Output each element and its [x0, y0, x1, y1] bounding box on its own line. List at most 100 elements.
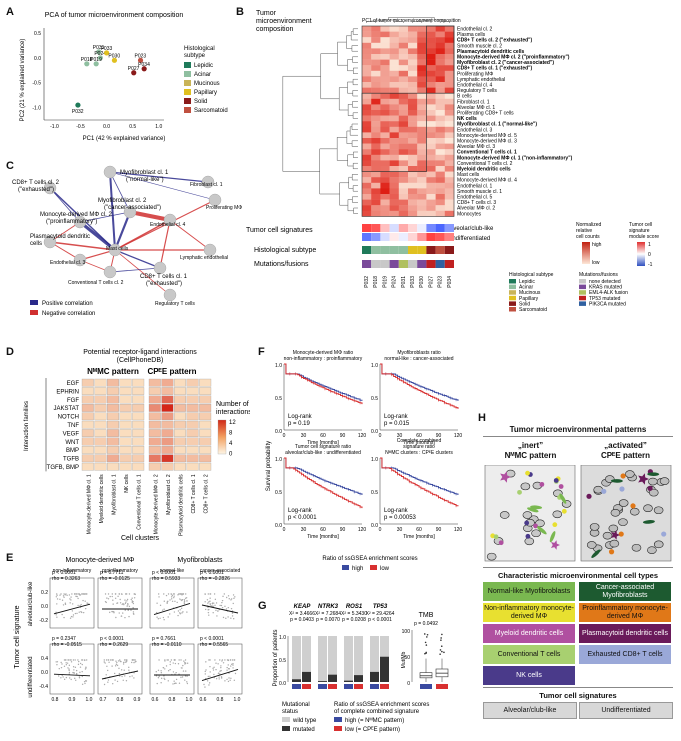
f-legend-low: low	[380, 566, 390, 572]
e-point	[220, 669, 222, 672]
e-point	[232, 664, 234, 666]
heatmap-cell	[417, 76, 427, 83]
h-immune-cell	[493, 534, 499, 540]
sig-legend-lo: -1	[648, 262, 653, 268]
network-node-label: ("cancer-associated")	[104, 205, 161, 211]
heatmap-cell	[398, 188, 409, 195]
panel-c-network: Myofibroblast cl. 1("normal-like") Fibrob…	[12, 165, 242, 317]
e-point	[214, 598, 217, 601]
h-immune-cell	[498, 540, 504, 546]
d-xlabel: Cell clusters	[121, 535, 160, 542]
e-point	[213, 673, 215, 676]
g-tmb-ytick: 0	[407, 681, 410, 687]
e-point	[165, 665, 168, 667]
e-point	[186, 675, 188, 677]
e-xtick: 0.6	[152, 697, 159, 703]
heatmap-cell	[362, 87, 372, 94]
heatmap-cell	[362, 177, 372, 183]
heatmap-cell	[380, 182, 390, 189]
heatmap-cell	[362, 121, 372, 127]
f-xtick: 30	[397, 527, 403, 533]
pca-xtick: -1.0	[50, 124, 59, 130]
d-cluster-label: CD8+ T cells cl. 2	[204, 474, 210, 513]
f-xlabel: Time [months]	[403, 534, 435, 540]
g-tmb-ytick: 100	[402, 629, 411, 635]
e-point	[225, 617, 227, 620]
heatmap-row-label: Conventional T cells cl. 2	[457, 161, 513, 167]
pca-legend-swatch	[184, 80, 191, 86]
e-point	[233, 679, 236, 681]
negative-edge	[129, 210, 171, 222]
panel-f-survival: Survival probability Monocyte-derived MΦ…	[266, 350, 462, 572]
h-inert-2: NᴹMC pattern	[504, 451, 557, 460]
d-cell	[132, 395, 145, 404]
heatmap-cell	[435, 31, 445, 38]
heatmap-cell	[371, 65, 381, 71]
g-tmb-outlier	[423, 633, 426, 635]
e-point	[215, 602, 218, 604]
f-stat-label: Log-rank	[288, 414, 313, 420]
heatmap-cell	[371, 177, 381, 183]
heatmap-cell	[417, 149, 427, 155]
d-cell	[174, 395, 186, 404]
e-point	[75, 669, 78, 672]
positive-edge	[109, 267, 161, 273]
e-point	[107, 669, 109, 672]
d-legend-tick: 8	[229, 431, 233, 437]
heatmap-cell	[362, 31, 372, 38]
d-legend-tick: 12	[229, 420, 236, 426]
heatmap-cell	[426, 54, 436, 60]
e-point	[103, 661, 105, 663]
e-point	[215, 678, 218, 680]
e-point	[209, 604, 212, 606]
e-fit-line	[101, 670, 139, 680]
hist-legend-item: Sarcomatoid	[519, 307, 547, 313]
sig-cell-undiff	[435, 233, 445, 241]
e-ytick: 0.0	[41, 604, 48, 610]
e-ylabel: Tumor cell signature	[14, 605, 21, 668]
h-tumor-cell	[586, 541, 597, 549]
sig-cell-undiff	[371, 233, 381, 241]
heatmap-cell	[362, 171, 372, 178]
e-point	[76, 612, 78, 615]
g-bar-wildtype	[380, 636, 389, 657]
heatmap-cell	[380, 65, 390, 71]
e-point	[209, 597, 211, 599]
f-xtick: 0	[283, 527, 286, 533]
network-node-label: ("exhausted")	[146, 281, 182, 287]
heatmap-cell	[408, 143, 418, 150]
e-point	[232, 667, 234, 669]
dendrogram-branch	[347, 154, 354, 167]
mut-legend-swatch	[579, 290, 586, 295]
heatmap-cell	[444, 76, 455, 83]
e-point	[183, 599, 186, 601]
h-fibroblast	[559, 493, 567, 504]
heatmap-cell	[444, 194, 455, 200]
e-point	[167, 680, 169, 682]
d-cell	[94, 437, 107, 446]
heatmap-cell	[371, 160, 381, 167]
heatmap-cell	[389, 160, 399, 167]
e-point	[160, 670, 162, 672]
pca-legend-swatch	[184, 71, 191, 77]
h-immune-cell	[661, 531, 667, 537]
e-fit-line	[201, 604, 239, 614]
heatmap-row-label: Monocyte-derived MΦ cl. 1 ("non-inflamma…	[457, 155, 573, 161]
d-cell	[132, 378, 145, 387]
pca-legend-item: Acinar	[194, 72, 211, 78]
heatmap-row-label: Regulatory T cells	[457, 88, 497, 94]
d-cell	[94, 429, 107, 437]
g-bar-wildtype	[370, 636, 379, 672]
negative-edge	[114, 199, 216, 251]
d-cell	[119, 378, 132, 387]
g-bar-group-marker	[354, 684, 363, 689]
heatmap-cell	[408, 121, 418, 127]
e-point	[158, 596, 160, 598]
heatmap-row-label: Monocyte-derived MΦ cl. 3	[457, 139, 517, 145]
positive-edge	[109, 171, 116, 251]
heatmap-cell	[371, 42, 381, 49]
e-xtick: 1.0	[86, 697, 93, 703]
g-bar-group-marker	[344, 684, 353, 689]
d-cell	[199, 412, 212, 421]
e-point	[121, 675, 123, 678]
